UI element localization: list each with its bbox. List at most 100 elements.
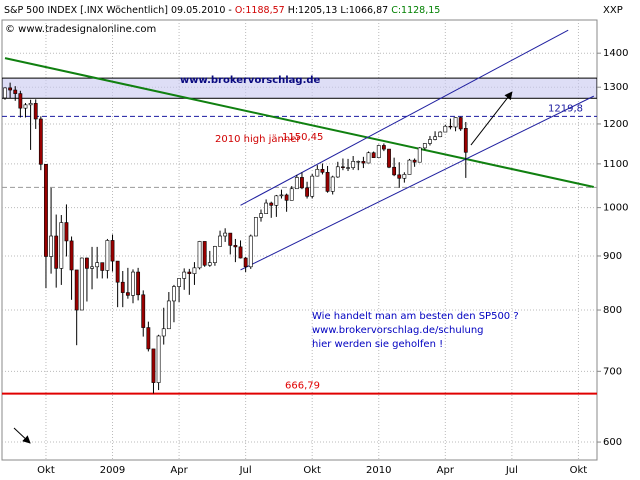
candle-body <box>166 300 171 330</box>
candle-body <box>100 262 105 271</box>
candle-body <box>13 89 18 94</box>
candle-body <box>417 147 422 163</box>
candle-body <box>453 117 458 128</box>
candle-body <box>284 194 289 201</box>
header: S&P 500 INDEX [.INX Wöchentlich] 09.05.2… <box>4 5 440 16</box>
candle-body <box>279 194 284 197</box>
candle-body <box>197 241 202 269</box>
y-tick-label: 1100 <box>603 159 628 170</box>
annotation: 1150,45 <box>282 132 323 143</box>
info-text: www.brokervorschlag.de/schulung <box>312 325 484 336</box>
x-tick-label: 2009 <box>100 465 125 476</box>
candle-body <box>351 161 356 168</box>
candle-body <box>392 166 397 176</box>
candle-body <box>376 145 381 158</box>
candle-body <box>218 235 222 247</box>
candle-body <box>18 93 23 109</box>
y-tick-label: 900 <box>603 251 622 262</box>
candle-body <box>448 125 453 128</box>
candle-body <box>361 161 366 164</box>
x-tick-label: Jul <box>239 465 252 476</box>
candle-body <box>397 174 402 179</box>
candle-body <box>177 278 181 287</box>
candle-body <box>28 103 33 106</box>
candle-body <box>264 202 269 214</box>
candle-body <box>238 246 243 259</box>
y-tick-label: 1200 <box>603 119 628 130</box>
candle-body <box>233 245 238 248</box>
candle-body <box>105 240 110 271</box>
x-tick-label: Okt <box>37 465 55 476</box>
candle-body <box>346 167 350 169</box>
candle-body <box>315 169 320 177</box>
candle-body <box>146 327 151 350</box>
header-open: O:1188,57 <box>235 5 285 16</box>
candle-body <box>381 145 386 150</box>
candle-body <box>131 271 135 296</box>
y-tick-label: 1400 <box>603 48 628 59</box>
y-tick-label: 1300 <box>603 82 628 93</box>
candle-body <box>79 257 84 311</box>
info-text: Wie handelt man am besten den SP500 ? <box>312 311 519 322</box>
candle-body <box>300 177 304 189</box>
y-tick-label: 600 <box>603 437 622 448</box>
candle-body <box>64 222 69 242</box>
candle-body <box>69 240 74 271</box>
candle-body <box>259 213 263 218</box>
candle-body <box>54 235 59 269</box>
trend-line <box>470 91 513 146</box>
candle-body <box>8 87 13 91</box>
candle-body <box>274 195 279 206</box>
candle-body <box>207 262 212 266</box>
candle-body <box>341 166 345 168</box>
level-label: 666,79 <box>285 381 320 392</box>
candle-body <box>458 117 463 130</box>
x-tick-label: Jul <box>505 465 518 476</box>
candle-body <box>320 169 325 173</box>
candle-body <box>23 104 28 109</box>
candle-body <box>44 163 48 257</box>
candle-body <box>213 246 217 263</box>
candle-body <box>141 294 146 328</box>
candle-body <box>38 118 43 165</box>
x-tick-label: 2010 <box>366 465 391 476</box>
candle-body <box>248 235 253 268</box>
candle-body <box>443 125 448 133</box>
candle-body <box>330 176 335 192</box>
header-high: H:1205,13 <box>288 5 338 16</box>
candle-body <box>310 175 315 197</box>
candle-body <box>438 131 443 138</box>
chart-title: www.brokervorschlag.de <box>180 75 321 86</box>
y-tick-label: 700 <box>603 366 622 377</box>
candle-body <box>85 257 89 269</box>
candle-body <box>223 232 228 237</box>
candle-body <box>3 87 7 99</box>
y-tick-label: 1000 <box>603 203 628 214</box>
candle-body <box>192 267 197 274</box>
info-text: hier werden sie geholfen ! <box>312 339 443 350</box>
candle-body <box>371 152 376 158</box>
trend-line <box>240 95 595 271</box>
candle-body <box>59 222 64 269</box>
header-title: S&P 500 INDEX [.INX Wöchentlich] 09.05.2… <box>4 5 232 16</box>
symbol: XXP <box>603 5 623 16</box>
x-tick-label: Okt <box>303 465 321 476</box>
candle-body <box>156 335 161 383</box>
candle-body <box>269 202 274 206</box>
candle-body <box>253 217 258 237</box>
x-tick-label: Apr <box>437 465 455 476</box>
candle-body <box>325 171 330 192</box>
candle-body <box>422 143 427 149</box>
corner-arrow <box>13 427 31 444</box>
candle-body <box>95 262 100 268</box>
candle-body <box>335 166 340 178</box>
candle-body <box>136 271 141 296</box>
level-label: 1219,8 <box>548 103 583 114</box>
candle-body <box>115 260 120 283</box>
trend-line <box>4 57 595 188</box>
candle-body <box>172 286 176 302</box>
candle-body <box>402 174 407 179</box>
candle-body <box>407 159 412 175</box>
candle-body <box>289 188 294 201</box>
